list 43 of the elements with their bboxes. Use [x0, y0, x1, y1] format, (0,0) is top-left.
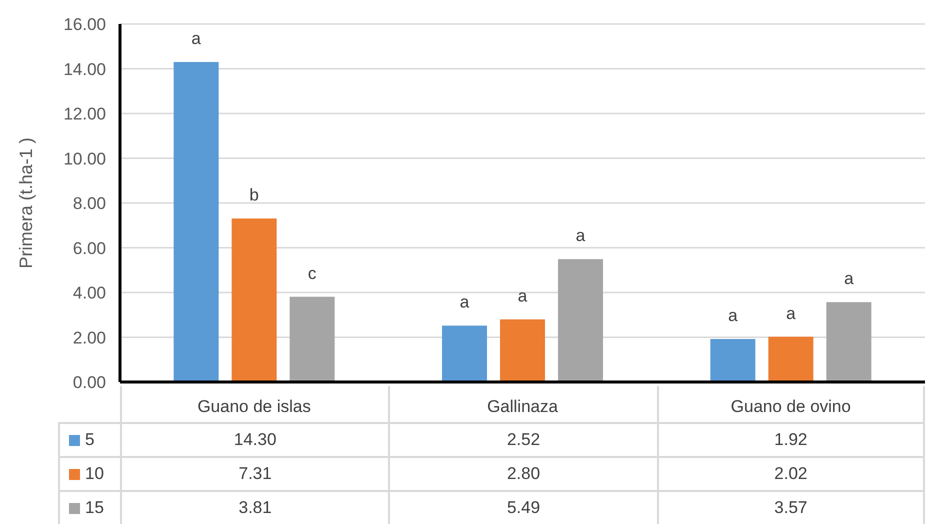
data-label: 2.80 [506, 464, 540, 484]
y-tick-label: 12.00 [63, 104, 106, 124]
bar [500, 319, 545, 382]
data-label: 2.52 [506, 430, 540, 450]
bar [174, 62, 219, 382]
annotation: a [786, 304, 796, 323]
x-tick-label: Guano de ovino [730, 397, 851, 416]
annotation: b [249, 185, 259, 204]
y-tick-label: 2.00 [72, 328, 106, 348]
legend-label: 15 [85, 498, 104, 518]
x-tick-label: Gallinaza [487, 397, 558, 416]
bar [290, 296, 335, 382]
data-label: 2.02 [774, 464, 808, 484]
bar [442, 326, 487, 382]
y-axis-title: Primera (t.ha-1 ) [16, 137, 36, 269]
annotation: c [308, 264, 317, 283]
legend-label: 5 [85, 430, 94, 450]
bar [768, 336, 814, 382]
bar [710, 339, 756, 382]
annotation: a [460, 292, 470, 312]
y-tick-label: 4.00 [72, 284, 106, 303]
data-label: 3.81 [238, 498, 272, 518]
bar [232, 218, 277, 382]
annotation: a [844, 269, 854, 288]
y-tick-label: 16.00 [63, 15, 106, 34]
data-label: 5.49 [506, 498, 540, 518]
y-tick-label: 6.00 [72, 238, 106, 258]
data-label: 7.31 [238, 464, 272, 484]
annotation: a [518, 286, 528, 306]
x-tick-label: Guano de islas [197, 397, 311, 416]
y-tick-label: 8.00 [72, 194, 106, 214]
bar [558, 259, 603, 382]
data-label: 14.30 [234, 430, 276, 450]
annotation: a [576, 226, 586, 246]
annotation: a [191, 29, 202, 48]
y-tick-label: 14.00 [63, 60, 106, 79]
data-label: 1.92 [774, 430, 808, 450]
y-tick-label: 0.00 [72, 373, 106, 392]
y-tick-label: 10.00 [63, 149, 106, 168]
annotation: a [728, 306, 738, 326]
data-label: 3.57 [774, 498, 808, 518]
bar [826, 302, 872, 382]
legend-label: 10 [85, 464, 104, 484]
